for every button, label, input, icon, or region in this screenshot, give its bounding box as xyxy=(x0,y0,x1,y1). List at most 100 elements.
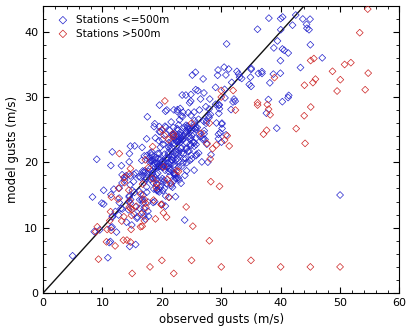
Stations <=500m xyxy=(200,119,207,124)
Stations <=500m xyxy=(248,84,254,89)
Stations <=500m xyxy=(155,188,162,194)
Stations <=500m xyxy=(130,179,137,184)
Stations >500m xyxy=(311,56,317,61)
Stations <=500m xyxy=(159,142,166,147)
Stations <=500m xyxy=(171,170,177,175)
Stations <=500m xyxy=(176,117,183,123)
Stations <=500m xyxy=(179,164,185,169)
Stations <=500m xyxy=(148,174,154,179)
Stations <=500m xyxy=(126,194,132,200)
Stations <=500m xyxy=(293,12,299,18)
Stations <=500m xyxy=(170,171,177,176)
Stations <=500m xyxy=(162,124,169,129)
Stations <=500m xyxy=(159,158,166,164)
Stations <=500m xyxy=(223,41,230,46)
Stations <=500m xyxy=(118,163,125,168)
Stations <=500m xyxy=(162,168,169,173)
Stations <=500m xyxy=(190,124,197,130)
Stations <=500m xyxy=(193,142,199,147)
Stations <=500m xyxy=(157,129,164,134)
Stations <=500m xyxy=(274,38,281,43)
Stations <=500m xyxy=(165,150,171,155)
Stations <=500m xyxy=(179,137,186,143)
Stations <=500m xyxy=(140,173,146,178)
Stations <=500m xyxy=(187,92,194,97)
Stations <=500m xyxy=(232,99,239,104)
Stations <=500m xyxy=(153,182,160,187)
Stations <=500m xyxy=(101,188,107,193)
Stations <=500m xyxy=(186,126,192,132)
Stations <=500m xyxy=(151,124,157,129)
Stations <=500m xyxy=(126,159,133,164)
Stations <=500m xyxy=(178,135,185,141)
Stations <=500m xyxy=(177,106,183,111)
Stations <=500m xyxy=(193,135,199,141)
Stations <=500m xyxy=(221,87,228,92)
Stations >500m xyxy=(161,133,168,138)
Stations <=500m xyxy=(149,168,155,173)
Stations <=500m xyxy=(172,152,179,157)
Stations <=500m xyxy=(89,194,96,200)
Stations <=500m xyxy=(152,157,158,162)
Stations <=500m xyxy=(199,159,205,165)
Stations <=500m xyxy=(180,110,186,115)
Stations <=500m xyxy=(138,158,145,163)
Stations <=500m xyxy=(94,157,100,162)
Stations <=500m xyxy=(147,150,154,156)
X-axis label: observed gusts (m/s): observed gusts (m/s) xyxy=(159,313,284,326)
Stations <=500m xyxy=(148,152,154,158)
Stations <=500m xyxy=(176,122,182,127)
Stations <=500m xyxy=(109,214,116,220)
Stations <=500m xyxy=(266,16,272,21)
Stations >500m xyxy=(164,177,171,182)
Stations >500m xyxy=(160,210,167,215)
Stations <=500m xyxy=(147,177,154,182)
Stations <=500m xyxy=(152,121,158,126)
Stations >500m xyxy=(230,88,236,93)
Stations <=500m xyxy=(159,176,166,181)
Stations <=500m xyxy=(132,242,139,247)
Stations <=500m xyxy=(168,139,175,144)
Stations <=500m xyxy=(154,171,161,176)
Stations >500m xyxy=(145,165,152,170)
Stations >500m xyxy=(141,197,148,202)
Stations <=500m xyxy=(136,174,142,179)
Stations <=500m xyxy=(118,206,124,211)
Stations >500m xyxy=(207,156,213,162)
Stations <=500m xyxy=(239,76,245,81)
Stations >500m xyxy=(149,176,156,181)
Stations >500m xyxy=(120,237,126,243)
Stations <=500m xyxy=(160,162,167,168)
Stations <=500m xyxy=(173,139,180,144)
Stations >500m xyxy=(138,192,144,197)
Stations <=500m xyxy=(141,206,147,211)
Stations <=500m xyxy=(180,156,187,161)
Stations <=500m xyxy=(221,64,227,70)
Stations <=500m xyxy=(207,112,214,117)
Stations >500m xyxy=(127,206,134,211)
Stations >500m xyxy=(263,127,270,133)
Stations <=500m xyxy=(136,189,143,194)
Stations >500m xyxy=(150,198,157,203)
Stations <=500m xyxy=(187,136,193,141)
Stations <=500m xyxy=(140,213,147,219)
Stations <=500m xyxy=(145,208,151,214)
Stations <=500m xyxy=(177,129,184,135)
Stations >500m xyxy=(107,218,113,223)
Stations <=500m xyxy=(183,160,190,165)
Stations >500m xyxy=(301,113,307,119)
Stations <=500m xyxy=(153,172,159,177)
Stations <=500m xyxy=(271,45,277,50)
Stations <=500m xyxy=(213,120,220,125)
Stations <=500m xyxy=(168,181,175,187)
Stations <=500m xyxy=(289,23,296,28)
Stations <=500m xyxy=(156,138,162,143)
Stations <=500m xyxy=(161,151,168,157)
Stations <=500m xyxy=(169,158,175,163)
Stations <=500m xyxy=(168,157,175,162)
Stations <=500m xyxy=(107,239,114,244)
Stations <=500m xyxy=(140,200,146,205)
Stations <=500m xyxy=(206,96,213,102)
Stations <=500m xyxy=(200,137,206,142)
Stations <=500m xyxy=(194,88,201,93)
